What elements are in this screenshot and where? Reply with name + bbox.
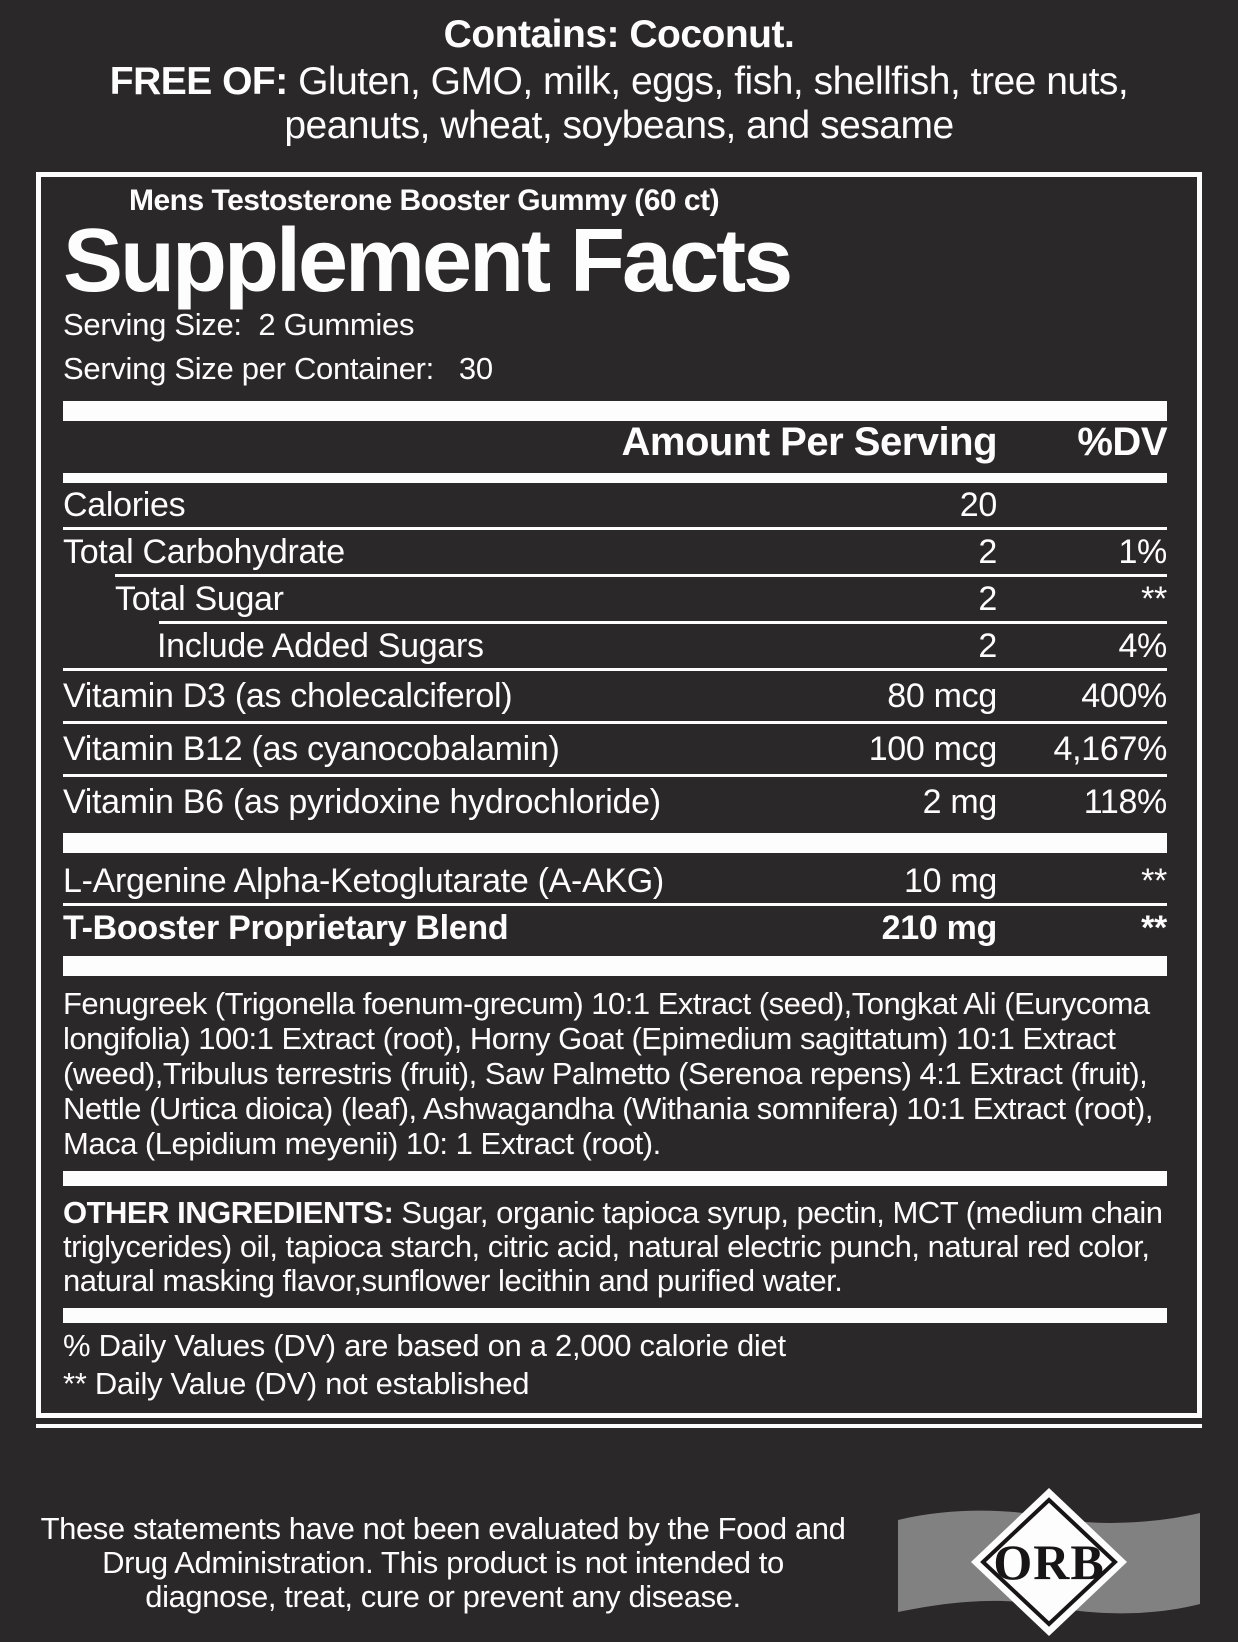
row-name: Vitamin D3 (as cholecalciferol) — [63, 677, 513, 715]
fda-disclaimer: These statements have not been evaluated… — [40, 1511, 846, 1614]
row-name: T-Booster Proprietary Blend — [63, 909, 509, 947]
row-dv: 118% — [1083, 783, 1168, 821]
other-ingredients-text: Sugar, organic tapioca syrup, pectin, MC… — [63, 1195, 1163, 1298]
row-amount: 210 mg — [881, 909, 998, 947]
diamond-inner-outline — [980, 1497, 1118, 1627]
row-amount: 2 mg — [922, 783, 998, 821]
row-dv: ** — [1141, 580, 1167, 618]
row-amount: 2 — [978, 627, 997, 665]
row-amount: 100 mcg — [868, 730, 998, 768]
thick-rule — [63, 1171, 1167, 1186]
row-amount: 10 mg — [904, 862, 997, 900]
row-name: Vitamin B6 (as pyridoxine hydrochloride) — [63, 783, 661, 821]
servings-per-container-line: Serving Size per Container: 30 — [63, 351, 493, 386]
allergen-banner: Contains: Coconut. FREE OF: Gluten, GMO,… — [0, 0, 1238, 148]
other-ingredients-label: OTHER INGREDIENTS: — [63, 1195, 394, 1230]
orb-logo: ORB — [896, 1486, 1202, 1642]
separator — [115, 574, 1167, 577]
row-dv: ** — [1141, 909, 1167, 947]
separator — [63, 527, 1167, 530]
separator — [63, 721, 1167, 724]
separator — [63, 774, 1167, 777]
row-added-sugars: Include Added Sugars 2 4% — [63, 624, 1167, 668]
amount-per-serving-header: Amount Per Serving — [621, 420, 997, 464]
orb-logo-text: ORB — [993, 1534, 1104, 1590]
supplement-facts-panel: Mens Testosterone Booster Gummy (60 ct) … — [36, 172, 1202, 1418]
row-name: Total Carbohydrate — [63, 533, 345, 571]
row-dv: 4,167% — [1053, 730, 1167, 768]
panel-bottom-rule — [36, 1424, 1202, 1428]
row-name: L-Argenine Alpha-Ketoglutarate (A-AKG) — [63, 862, 664, 900]
free-of-label: FREE OF: — [109, 60, 289, 103]
percent-dv-header: %DV — [1077, 420, 1167, 464]
contains-line: Contains: Coconut. — [443, 13, 795, 56]
serving-size-line: Serving Size: 2 Gummies — [63, 307, 415, 342]
row-vitamin-b6: Vitamin B6 (as pyridoxine hydrochloride)… — [63, 777, 1167, 827]
thick-rule — [63, 1308, 1167, 1323]
row-dv: 400% — [1081, 677, 1167, 715]
row-vitamin-b12: Vitamin B12 (as cyanocobalamin) 100 mcg … — [63, 724, 1167, 774]
separator — [159, 621, 1167, 624]
free-of-text: Gluten, GMO, milk, eggs, fish, shellfish… — [284, 60, 1129, 147]
blend-description: Fenugreek (Trigonella foenum-grecum) 10:… — [63, 986, 1153, 1161]
row-l-argenine: L-Argenine Alpha-Ketoglutarate (A-AKG) 1… — [63, 859, 1167, 903]
row-amount: 2 — [978, 580, 997, 618]
row-name: Calories — [63, 486, 186, 524]
not-established-footnote: ** Daily Value (DV) not established — [63, 1366, 530, 1401]
row-amount: 80 mcg — [887, 677, 997, 715]
product-name: Mens Testosterone Booster Gummy (60 ct) — [129, 184, 720, 217]
separator — [63, 903, 1167, 906]
daily-value-footnote: % Daily Values (DV) are based on a 2,000… — [63, 1328, 786, 1363]
column-header-row: Amount Per Serving %DV — [63, 420, 1167, 473]
diamond-icon — [971, 1488, 1127, 1636]
row-calories: Calories 20 — [63, 483, 1167, 527]
thick-rule — [63, 473, 1167, 483]
thick-rule — [63, 401, 1167, 421]
row-name: Vitamin B12 (as cyanocobalamin) — [63, 730, 560, 768]
separator — [63, 668, 1167, 671]
row-vitamin-d3: Vitamin D3 (as cholecalciferol) 80 mcg 4… — [63, 671, 1167, 721]
row-dv: ** — [1141, 862, 1167, 900]
other-ingredients: OTHER INGREDIENTS: Sugar, organic tapioc… — [63, 1196, 1167, 1298]
row-dv: 4% — [1118, 627, 1167, 665]
row-total-carbohydrate: Total Carbohydrate 2 1% — [63, 530, 1167, 574]
row-dv: 1% — [1118, 533, 1167, 571]
row-name: Include Added Sugars — [157, 627, 484, 665]
panel-title: Supplement Facts — [63, 211, 793, 311]
free-of-line: FREE OF: Gluten, GMO, milk, eggs, fish, … — [49, 60, 1189, 148]
row-amount: 2 — [978, 533, 997, 571]
thick-rule — [63, 833, 1167, 853]
row-amount: 20 — [959, 486, 998, 524]
footnotes: % Daily Values (DV) are based on a 2,000… — [63, 1327, 1167, 1403]
row-total-sugar: Total Sugar 2 ** — [63, 577, 1167, 621]
row-name: Total Sugar — [115, 580, 284, 618]
row-t-booster-blend: T-Booster Proprietary Blend 210 mg ** — [63, 906, 1167, 950]
thick-rule — [63, 956, 1167, 976]
